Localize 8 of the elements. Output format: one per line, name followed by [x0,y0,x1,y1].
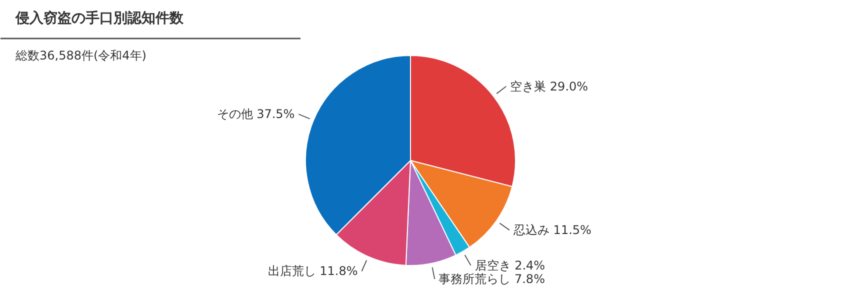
slice-label: 居空き 2.4% [474,258,546,272]
slice-label: 事務所荒らし 7.8% [438,272,545,286]
slice-label: 出店荒し 11.8% [268,264,358,278]
text: 侵入窃盗の手口別認知件数 [14,10,184,26]
text: 総数36,588件(令和4年) [14,48,146,62]
slice-label: 忍込み 11.5% [512,223,592,238]
slice-label: その他 37.5% [216,107,295,122]
slice-label: 空き巣 29.0% [510,79,588,94]
